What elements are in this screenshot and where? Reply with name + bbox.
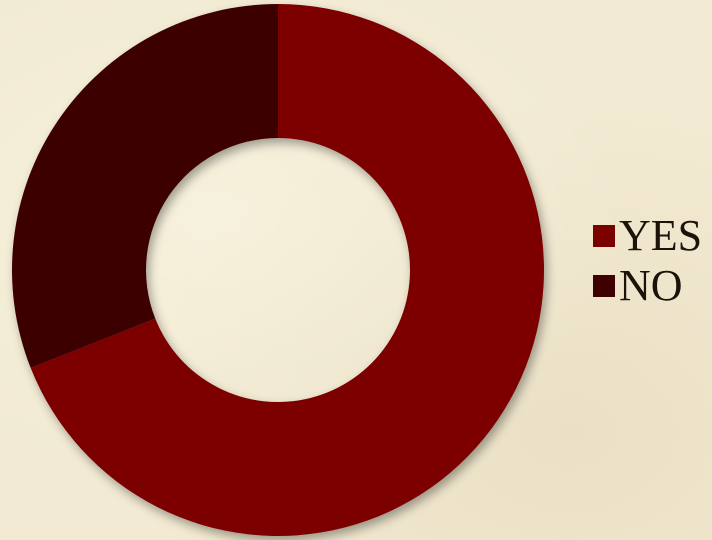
legend-item-no: NO [593,261,702,311]
legend-item-yes: YES [593,211,702,261]
legend-swatch-yes [593,225,615,247]
donut-slices [11,4,544,536]
legend-label-yes: YES [619,211,703,260]
donut-slice-no [11,4,279,368]
legend-label-no: NO [619,261,683,310]
chart-legend: YES NO [593,211,702,311]
donut-slice-yes [30,4,544,536]
legend-swatch-no [593,275,615,297]
